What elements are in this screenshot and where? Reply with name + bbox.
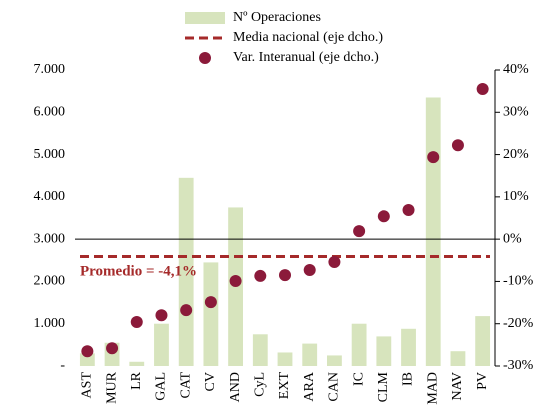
legend-label: Media nacional (eje dcho.) [233, 30, 383, 45]
y2-tick-label: -30% [503, 358, 534, 373]
y2-tick-label: 20% [503, 147, 529, 162]
y2-tick-label: 30% [503, 105, 529, 120]
y-tick-label: 3.000 [34, 231, 66, 246]
dot [451, 139, 464, 152]
y-tick-label: 6.000 [34, 105, 66, 120]
legend-swatch [185, 12, 225, 24]
bar [178, 177, 194, 366]
bar [351, 323, 367, 366]
bar [302, 343, 318, 366]
bar [327, 355, 342, 366]
dot [279, 269, 291, 282]
dot [377, 210, 390, 223]
x-tick-label: CLM [376, 371, 391, 402]
dot [328, 255, 341, 268]
x-tick-label: AST [80, 372, 95, 399]
x-tick-label: CyL [253, 372, 268, 397]
bar [450, 351, 466, 366]
y2-tick-label: 10% [503, 189, 529, 204]
dot [303, 264, 316, 277]
x-tick-label: MUR [104, 371, 119, 404]
y2-tick-label: 0% [503, 231, 522, 246]
dot [402, 203, 415, 216]
bar [425, 97, 441, 366]
x-tick-label: MAD [425, 372, 440, 405]
bar [203, 262, 219, 366]
y2-tick-label: -10% [503, 274, 534, 289]
y2-tick-label: -20% [503, 316, 534, 331]
y-tick-label: 4.000 [34, 189, 66, 204]
dot [204, 296, 217, 309]
x-tick-label: AND [228, 372, 243, 402]
x-tick-label: IC [351, 372, 366, 386]
x-tick-label: ARA [302, 371, 317, 401]
dot [106, 342, 119, 355]
y-tick-label: 5.000 [34, 147, 66, 162]
y-tick-label: - [60, 358, 65, 373]
dot [180, 304, 193, 317]
bar [154, 323, 169, 366]
legend-swatch [199, 52, 211, 64]
y-tick-label: 1.000 [34, 316, 66, 331]
x-tick-label: IB [401, 372, 416, 386]
dot [353, 225, 366, 238]
bar [401, 328, 416, 366]
bar [129, 361, 145, 366]
dot [476, 83, 489, 96]
x-tick-label: GAL [154, 372, 169, 401]
bar [79, 353, 95, 366]
bar [376, 336, 392, 366]
x-tick-label: CV [203, 372, 218, 391]
y-tick-label: 2.000 [34, 274, 66, 289]
dot [155, 309, 168, 322]
x-tick-label: LR [129, 371, 144, 390]
x-tick-label: CAT [178, 372, 193, 399]
dot [81, 345, 94, 358]
bar [277, 352, 293, 366]
x-tick-label: PV [475, 372, 490, 390]
dot [229, 275, 242, 288]
x-tick-label: NAV [450, 372, 465, 401]
annotation: Promedio = -4,1% [80, 263, 197, 279]
bar [475, 316, 491, 366]
y2-tick-label: 40% [503, 62, 529, 77]
x-tick-label: CAN [327, 372, 342, 402]
bar [252, 334, 268, 366]
legend-label: Nº Operaciones [233, 10, 321, 25]
legend-label: Var. Interanual (eje dcho.) [233, 50, 379, 65]
dot [130, 316, 143, 329]
y-tick-label: 7.000 [34, 62, 66, 77]
dot [254, 269, 267, 282]
x-tick-label: EXT [277, 372, 292, 400]
dot [427, 151, 440, 164]
